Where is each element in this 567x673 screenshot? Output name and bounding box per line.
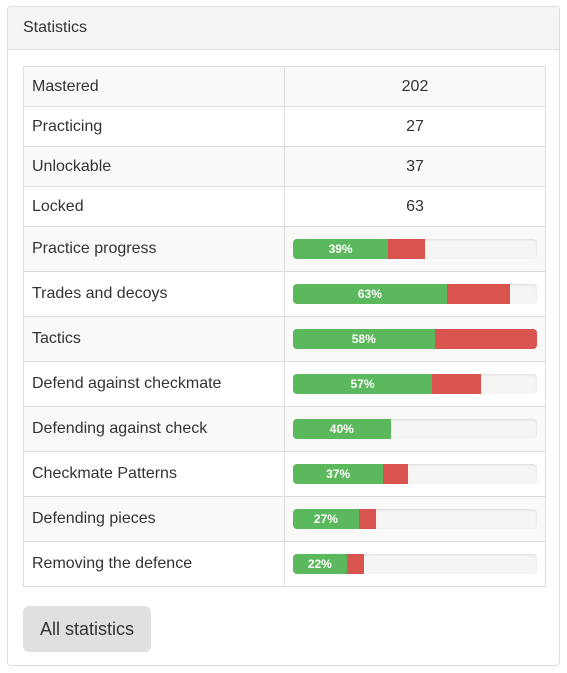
progress-cell: 40% (284, 406, 546, 452)
progress-success-segment: 37% (293, 464, 384, 484)
progress-cell: 57% (284, 361, 546, 407)
progress-bar: 57% (293, 374, 537, 394)
progress-cell: 58% (284, 316, 546, 362)
table-row: Locked 63 (23, 186, 546, 227)
row-label: Practicing (23, 106, 285, 147)
table-row: Removing the defence 22% (23, 541, 546, 587)
progress-success-segment: 27% (293, 509, 359, 529)
row-label: Defend against checkmate (23, 361, 285, 407)
row-label: Removing the defence (23, 541, 285, 587)
table-row: Checkmate Patterns 37% (23, 451, 546, 497)
statistics-panel: Statistics Mastered 202 Practicing 27 Un… (7, 6, 560, 666)
progress-bar: 22% (293, 554, 537, 574)
progress-success-segment: 57% (293, 374, 433, 394)
progress-cell: 27% (284, 496, 546, 542)
table-row: Mastered 202 (23, 66, 546, 107)
progress-danger-segment (432, 374, 481, 394)
row-value: 202 (284, 66, 546, 107)
row-label: Defending against check (23, 406, 285, 452)
progress-danger-segment (434, 329, 537, 349)
row-value: 37 (284, 146, 546, 187)
row-label: Practice progress (23, 226, 285, 272)
progress-bar: 63% (293, 284, 537, 304)
table-row: Practicing 27 (23, 106, 546, 147)
table-row: Practice progress 39% (23, 226, 546, 272)
row-label: Mastered (23, 66, 285, 107)
row-label: Unlockable (23, 146, 285, 187)
statistics-table: Mastered 202 Practicing 27 Unlockable 37… (23, 66, 546, 587)
progress-cell: 22% (284, 541, 546, 587)
row-label: Tactics (23, 316, 285, 362)
progress-cell: 39% (284, 226, 546, 272)
table-row: Trades and decoys 63% (23, 271, 546, 317)
row-value: 27 (284, 106, 546, 147)
table-row: Defend against checkmate 57% (23, 361, 546, 407)
progress-danger-segment (446, 284, 511, 304)
panel-title: Statistics (8, 7, 559, 50)
all-statistics-button[interactable]: All statistics (23, 606, 151, 652)
progress-danger-segment (346, 554, 364, 574)
progress-bar: 40% (293, 419, 537, 439)
progress-bar: 58% (293, 329, 537, 349)
table-row: Tactics 58% (23, 316, 546, 362)
progress-success-segment: 58% (293, 329, 435, 349)
progress-success-segment: 63% (293, 284, 447, 304)
progress-danger-segment (358, 509, 376, 529)
progress-danger-segment (388, 239, 425, 259)
row-value: 63 (284, 186, 546, 227)
row-label: Trades and decoys (23, 271, 285, 317)
progress-success-segment: 39% (293, 239, 389, 259)
progress-bar: 27% (293, 509, 537, 529)
table-row: Defending pieces 27% (23, 496, 546, 542)
table-row: Unlockable 37 (23, 146, 546, 187)
row-label: Locked (23, 186, 285, 227)
row-label: Checkmate Patterns (23, 451, 285, 497)
progress-danger-segment (383, 464, 408, 484)
progress-cell: 63% (284, 271, 546, 317)
progress-success-segment: 40% (293, 419, 391, 439)
progress-bar: 39% (293, 239, 537, 259)
progress-success-segment: 22% (293, 554, 347, 574)
progress-cell: 37% (284, 451, 546, 497)
table-row: Defending against check 40% (23, 406, 546, 452)
progress-bar: 37% (293, 464, 537, 484)
row-label: Defending pieces (23, 496, 285, 542)
